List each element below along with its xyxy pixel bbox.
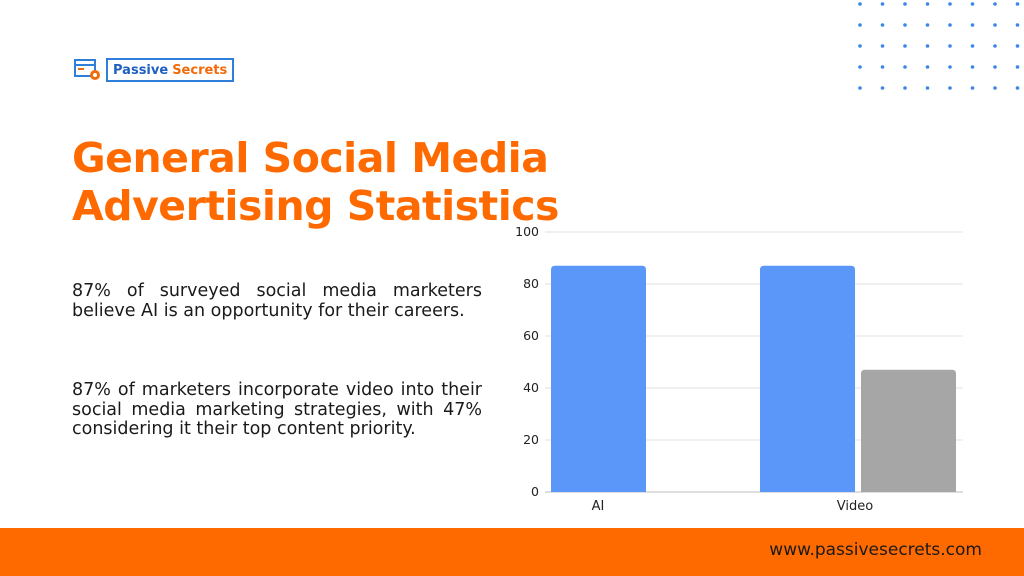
decorative-dot [948, 86, 952, 90]
decorative-dot [925, 2, 930, 6]
decorative-dot [903, 86, 907, 90]
bar [760, 265, 855, 492]
decorative-dot [1015, 23, 1020, 27]
decorative-dot [970, 65, 975, 69]
decorative-dot [993, 23, 997, 27]
decorative-dot [970, 23, 975, 27]
decorative-dot [880, 44, 885, 48]
decorative-dot [925, 86, 930, 90]
decorative-dot [858, 86, 862, 90]
y-tick-label: 40 [523, 380, 539, 395]
browser-gear-icon [74, 59, 100, 80]
decorative-dot [970, 2, 975, 6]
bar [861, 369, 956, 492]
decorative-dot [970, 44, 975, 48]
decorative-dot [903, 65, 907, 69]
brand-logo: Passive Secrets [74, 58, 235, 82]
decorative-dot [903, 44, 907, 48]
y-tick-label: 80 [523, 276, 539, 291]
decorative-dot [993, 65, 997, 69]
decorative-dot [858, 65, 862, 69]
decorative-dot [858, 44, 862, 48]
decorative-dot [880, 86, 885, 90]
stat-paragraph-ai: 87% of surveyed social media marketers b… [72, 281, 482, 321]
bar-chart: 0 20 40 60 80 100 AI Video [515, 224, 963, 514]
decorative-dot [903, 2, 907, 6]
y-tick-label: 100 [515, 224, 539, 239]
y-tick-label: 0 [531, 484, 539, 499]
title-line-1: General Social Media [72, 134, 549, 182]
decorative-dot [948, 65, 952, 69]
decorative-dot [1015, 2, 1020, 6]
stat-paragraph-video: 87% of marketers incorporate video into … [72, 380, 482, 439]
decorative-dot [948, 2, 952, 6]
x-tick-label: Video [837, 499, 873, 514]
decorative-dot [1015, 44, 1020, 48]
decorative-dot [903, 23, 907, 27]
decorative-dot [880, 65, 885, 69]
decorative-dot [925, 44, 930, 48]
decorative-dot [948, 44, 952, 48]
title-line-2: Advertising Statistics [72, 182, 559, 230]
decorative-dot [970, 86, 975, 90]
footer-bar [0, 528, 1024, 576]
decorative-dot [948, 23, 952, 27]
decorative-dot [925, 23, 930, 27]
decorative-dot [993, 2, 997, 6]
brand-name-first: Passive [113, 62, 169, 78]
y-tick-label: 60 [523, 328, 539, 343]
y-tick-label: 20 [523, 432, 539, 447]
brand-wordmark: Passive Secrets [106, 58, 235, 82]
decorative-dot [1015, 65, 1020, 69]
decorative-dot [993, 44, 997, 48]
brand-name-second: Secrets [172, 62, 228, 78]
decorative-dot [858, 23, 862, 27]
decorative-dot [858, 2, 862, 6]
decorative-dot-grid [858, 2, 1020, 90]
decorative-dot [1015, 86, 1020, 90]
decorative-dot [880, 2, 885, 6]
x-tick-label: AI [592, 499, 605, 514]
slide-title: General Social Media Advertising Statist… [72, 134, 632, 230]
decorative-dot [880, 23, 885, 27]
decorative-dot [925, 65, 930, 69]
bar [551, 265, 646, 492]
decorative-dot [993, 86, 997, 90]
footer-url[interactable]: www.passivesecrets.com [769, 540, 982, 560]
